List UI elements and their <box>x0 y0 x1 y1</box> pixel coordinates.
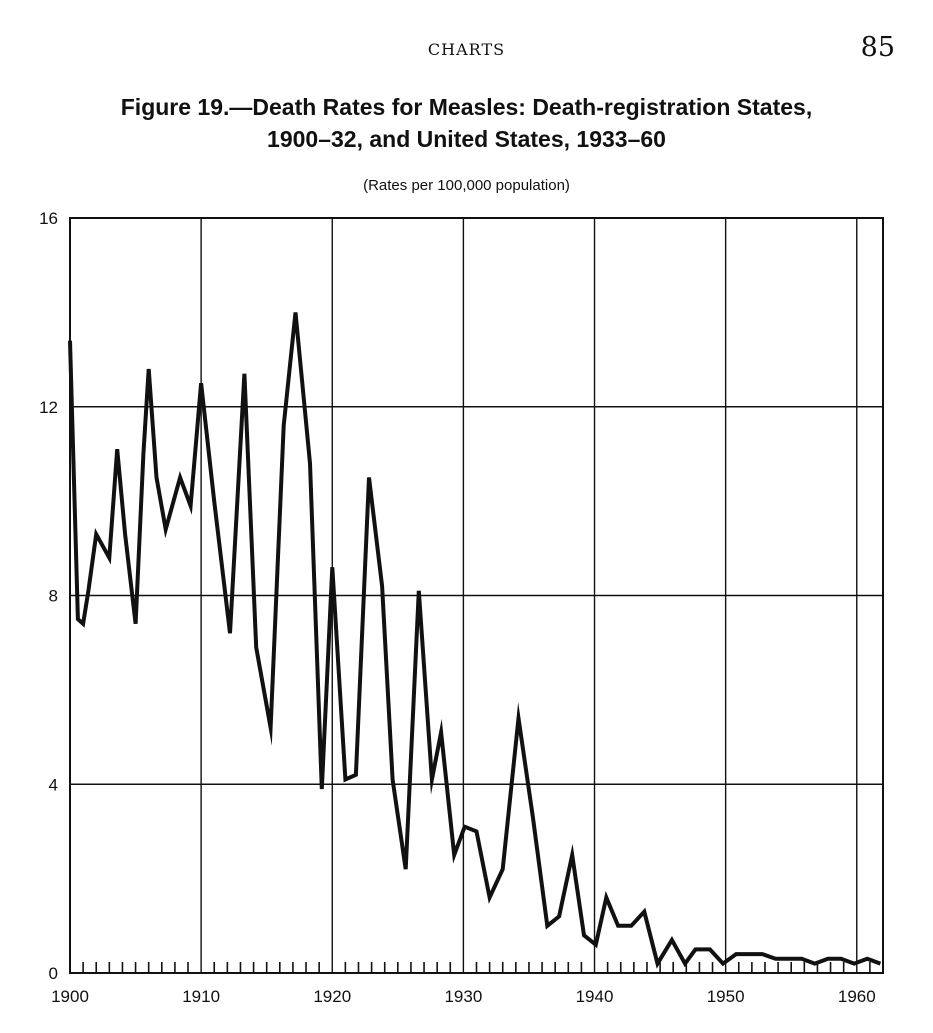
x-tick-label: 1930 <box>444 987 482 1006</box>
page-number: 85 <box>860 32 895 63</box>
y-tick-label: 8 <box>49 587 58 606</box>
chart-title-line-1: Figure 19.—Death Rates for Measles: Deat… <box>120 94 813 120</box>
x-tick-label: 1900 <box>51 987 89 1006</box>
y-tick-label: 0 <box>49 964 58 983</box>
series-line <box>68 312 882 969</box>
y-tick-label: 16 <box>39 209 58 228</box>
x-tick-label: 1950 <box>707 987 745 1006</box>
x-tick-label: 1940 <box>576 987 614 1006</box>
y-tick-label: 4 <box>49 775 58 794</box>
chart-title-line-2: 1900–32, and United States, 1933–60 <box>267 126 666 152</box>
x-tick-label: 1920 <box>313 987 351 1006</box>
y-tick-label: 12 <box>39 398 58 417</box>
running-header: CHARTS <box>427 40 506 59</box>
x-tick-label: 1960 <box>838 987 876 1006</box>
x-tick-label: 1910 <box>182 987 220 1006</box>
chart-subtitle: (Rates per 100,000 population) <box>363 177 570 194</box>
